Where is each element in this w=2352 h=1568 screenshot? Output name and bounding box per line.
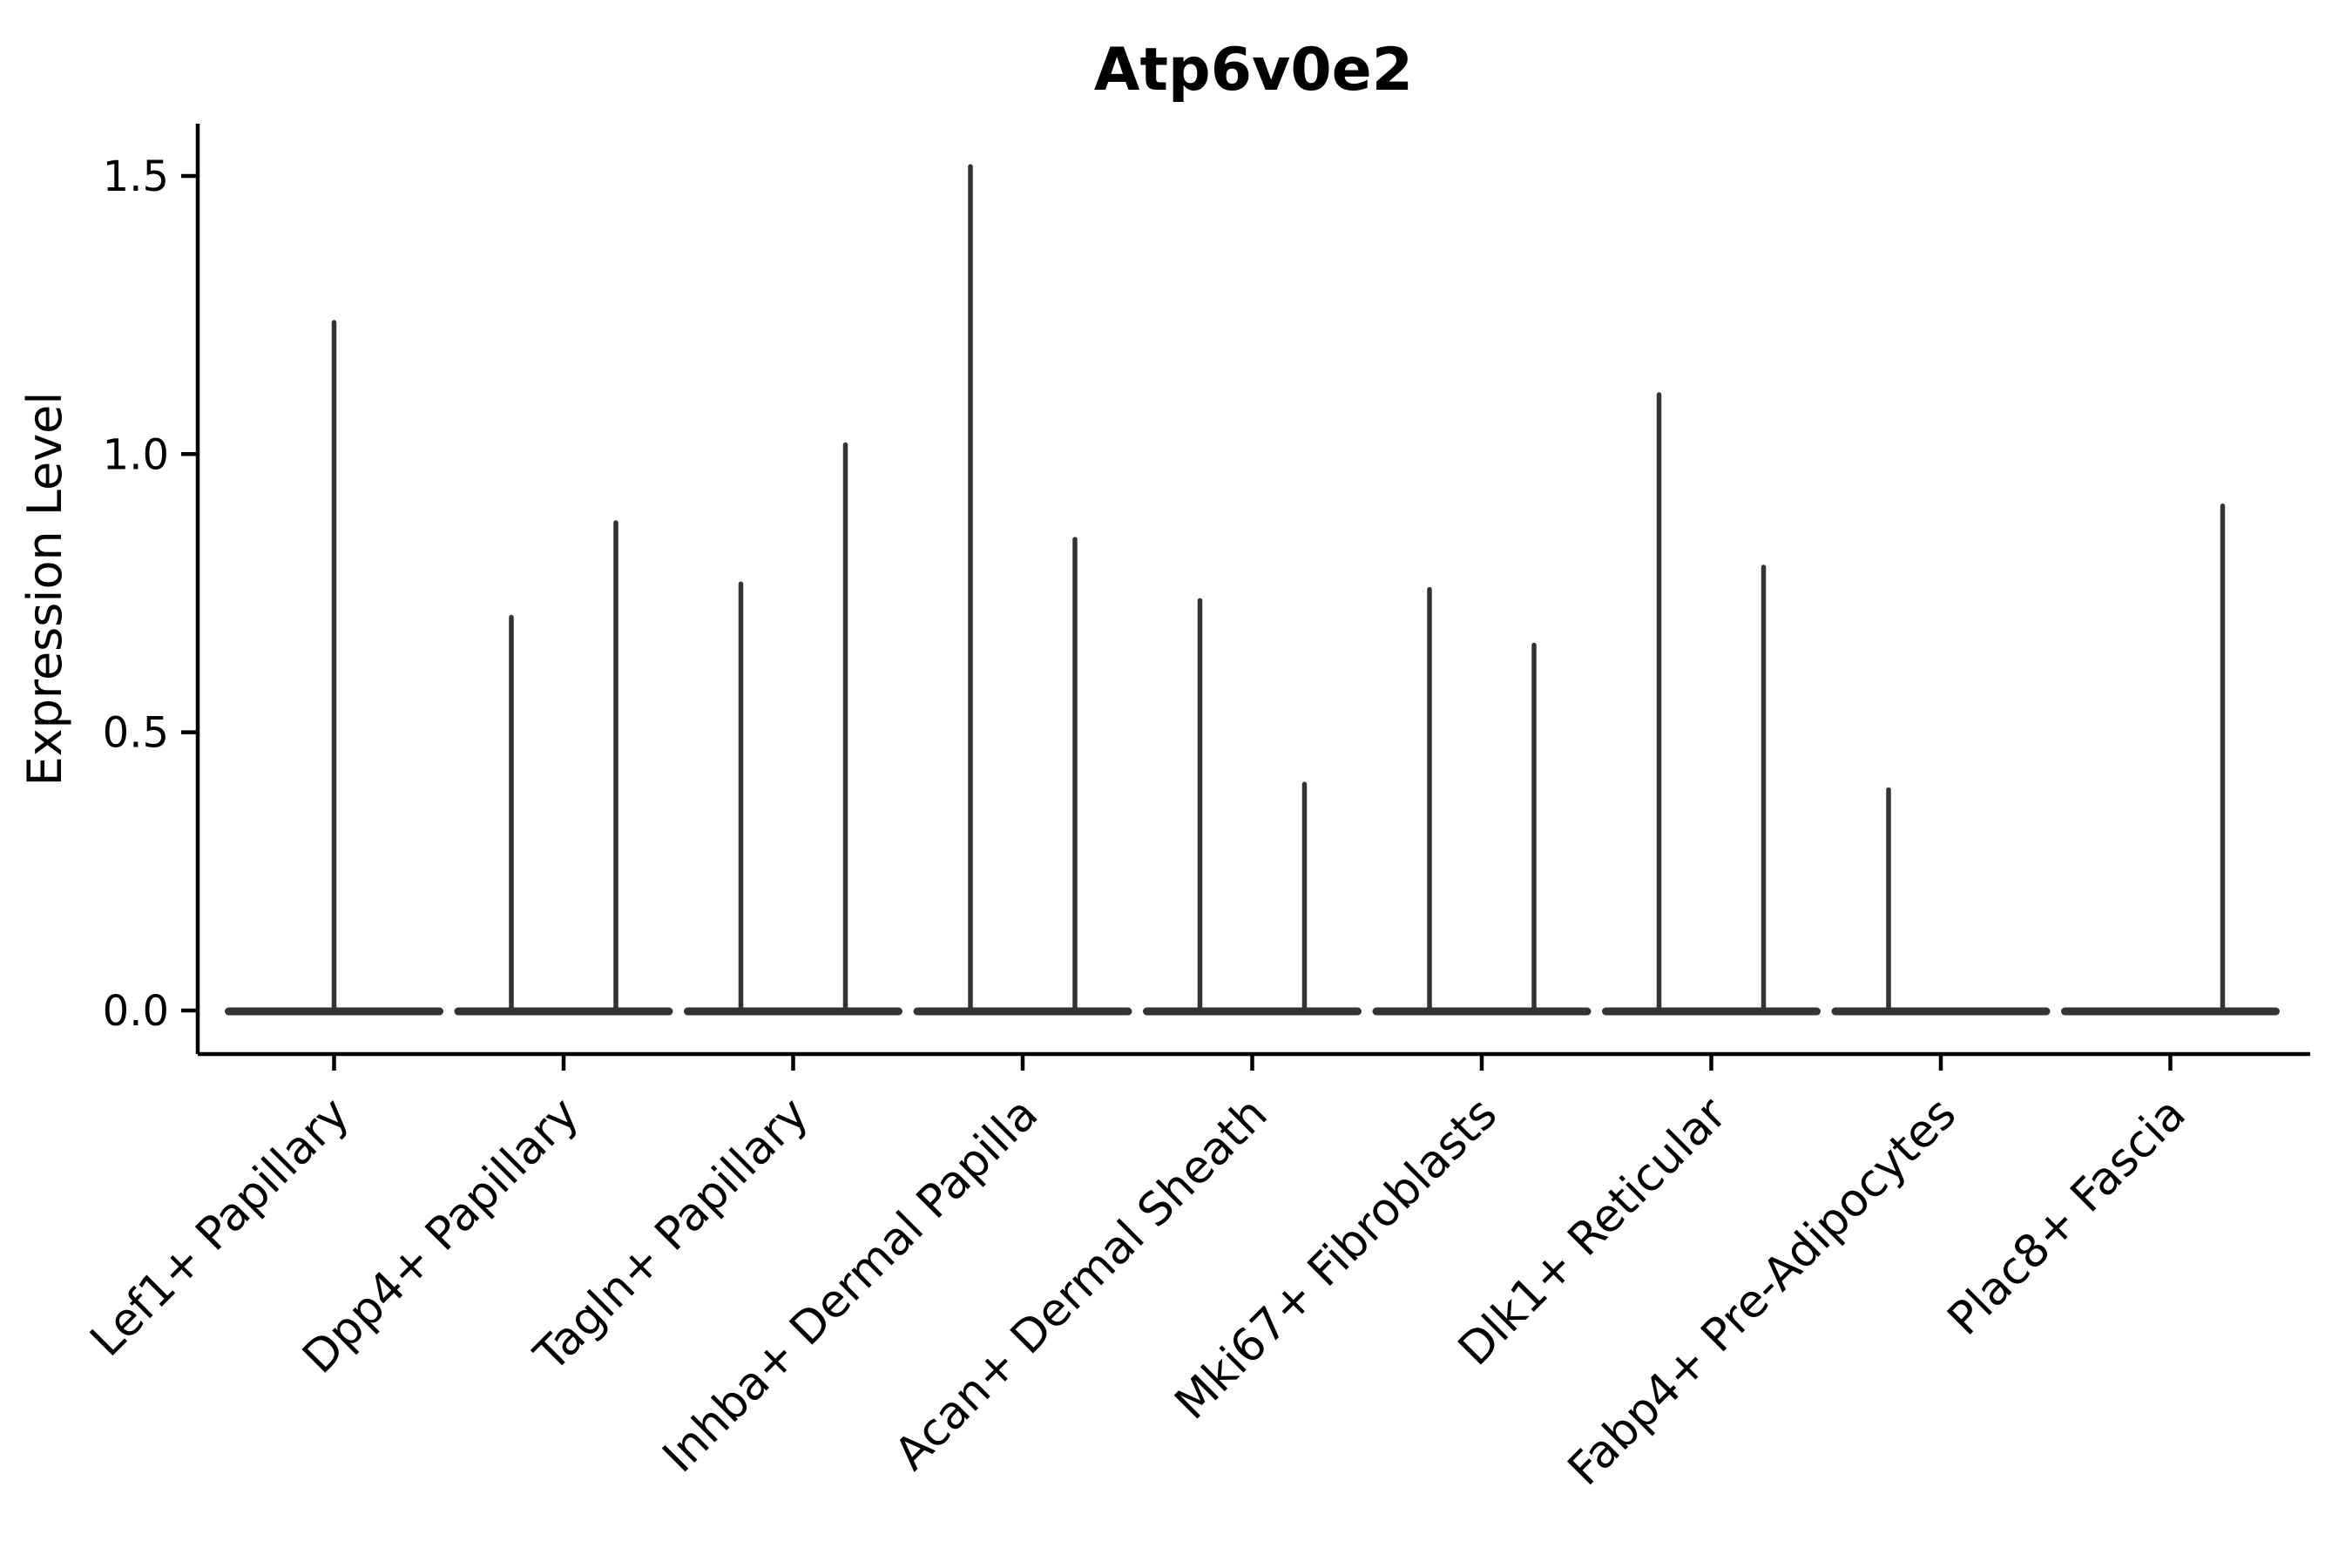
violin — [1143, 598, 1362, 1016]
y-tick-label: 0.0 — [103, 987, 169, 1036]
violin — [913, 164, 1132, 1016]
violin — [454, 520, 673, 1016]
violin — [1831, 787, 2051, 1016]
y-axis-label: Expression Level — [17, 392, 72, 787]
violin — [1372, 586, 1592, 1016]
violins-group — [225, 164, 2280, 1016]
violin — [225, 320, 443, 1016]
x-tick-label: Fabp4+ Pre-Adipocytes — [1558, 1088, 1966, 1496]
violin — [2061, 504, 2280, 1016]
x-tick-label: Inhba+ Dermal Papilla — [653, 1088, 1048, 1483]
x-tick-label: Acan+ Dermal Sheath — [885, 1088, 1278, 1481]
violin — [1602, 392, 1821, 1016]
y-tick-label: 1.0 — [103, 430, 169, 479]
y-tick-label: 0.5 — [103, 709, 169, 758]
y-axis: 0.0 0.5 1.0 1.5 — [103, 124, 200, 1054]
y-tick-label: 1.5 — [103, 152, 169, 201]
violin — [684, 442, 902, 1016]
x-tick-label: Plac8+ Fascia — [1938, 1088, 2196, 1346]
chart-title: Atp6v0e2 — [1094, 36, 1413, 105]
